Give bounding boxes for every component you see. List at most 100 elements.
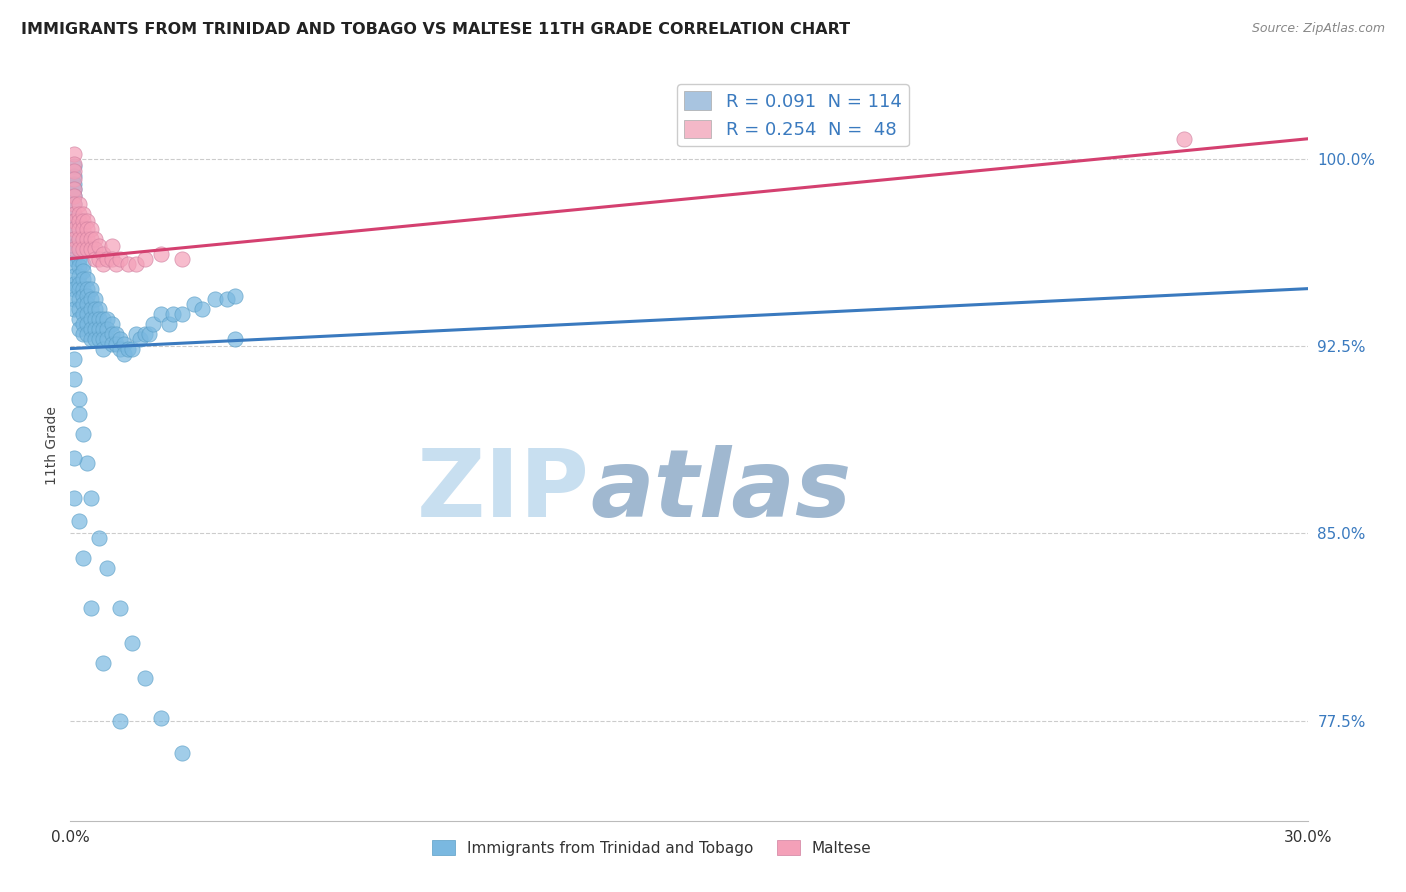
Point	[170, 307, 193, 321]
Point	[63, 189, 86, 203]
Point	[125, 326, 148, 341]
Point	[84, 332, 107, 346]
Point	[63, 207, 86, 221]
Point	[91, 342, 114, 356]
Legend: Immigrants from Trinidad and Tobago, Maltese: Immigrants from Trinidad and Tobago, Mal…	[426, 833, 877, 862]
Point	[67, 207, 90, 221]
Point	[72, 307, 94, 321]
Point	[63, 159, 86, 173]
Point	[76, 296, 98, 310]
Point	[125, 257, 148, 271]
Point	[80, 282, 103, 296]
Point	[72, 296, 94, 310]
Point	[150, 246, 173, 260]
Point	[67, 259, 90, 273]
Point	[96, 311, 118, 326]
Point	[142, 317, 165, 331]
Point	[76, 214, 98, 228]
Text: ZIP: ZIP	[418, 445, 591, 537]
Point	[170, 746, 193, 760]
Point	[76, 457, 98, 471]
Point	[63, 259, 86, 273]
Point	[100, 317, 122, 331]
Point	[100, 252, 122, 266]
Point	[150, 711, 173, 725]
Point	[129, 332, 152, 346]
Point	[150, 307, 173, 321]
Point	[76, 289, 98, 303]
Point	[80, 491, 103, 506]
Point	[63, 214, 86, 228]
Y-axis label: 11th Grade: 11th Grade	[45, 407, 59, 485]
Point	[72, 551, 94, 566]
Text: IMMIGRANTS FROM TRINIDAD AND TOBAGO VS MALTESE 11TH GRADE CORRELATION CHART: IMMIGRANTS FROM TRINIDAD AND TOBAGO VS M…	[21, 22, 851, 37]
Point	[108, 252, 131, 266]
Point	[91, 311, 114, 326]
Point	[67, 282, 90, 296]
Point	[89, 252, 111, 266]
Point	[63, 232, 86, 246]
Point	[63, 177, 86, 191]
Point	[67, 214, 90, 228]
Point	[89, 311, 111, 326]
Point	[67, 232, 90, 246]
Point	[67, 392, 90, 406]
Point	[108, 332, 131, 346]
Point	[108, 714, 131, 728]
Point	[134, 326, 156, 341]
Point	[63, 242, 86, 256]
Point	[121, 636, 143, 650]
Point	[63, 171, 86, 186]
Point	[89, 239, 111, 253]
Point	[67, 407, 90, 421]
Point	[67, 311, 90, 326]
Point	[224, 332, 246, 346]
Point	[80, 332, 103, 346]
Point	[157, 317, 180, 331]
Point	[76, 317, 98, 331]
Point	[63, 351, 86, 366]
Point	[91, 332, 114, 346]
Point	[76, 221, 98, 235]
Point	[63, 301, 86, 316]
Point	[112, 346, 135, 360]
Point	[84, 242, 107, 256]
Point	[63, 371, 86, 385]
Point	[215, 292, 238, 306]
Point	[100, 239, 122, 253]
Point	[63, 282, 86, 296]
Point	[76, 242, 98, 256]
Point	[63, 252, 86, 266]
Point	[63, 182, 86, 196]
Point	[104, 326, 127, 341]
Point	[63, 207, 86, 221]
Point	[76, 326, 98, 341]
Point	[72, 214, 94, 228]
Point	[63, 196, 86, 211]
Point	[72, 257, 94, 271]
Point	[117, 257, 139, 271]
Point	[121, 342, 143, 356]
Point	[72, 242, 94, 256]
Point	[117, 342, 139, 356]
Point	[84, 311, 107, 326]
Point	[63, 239, 86, 253]
Point	[89, 321, 111, 335]
Point	[96, 321, 118, 335]
Point	[63, 146, 86, 161]
Point	[89, 532, 111, 546]
Point	[91, 657, 114, 671]
Point	[80, 292, 103, 306]
Point	[112, 336, 135, 351]
Point	[89, 301, 111, 316]
Point	[162, 307, 184, 321]
Point	[63, 214, 86, 228]
Point	[67, 196, 90, 211]
Point	[89, 332, 111, 346]
Point	[108, 342, 131, 356]
Point	[72, 221, 94, 235]
Point	[76, 307, 98, 321]
Point	[224, 289, 246, 303]
Point	[67, 221, 90, 235]
Point	[63, 292, 86, 306]
